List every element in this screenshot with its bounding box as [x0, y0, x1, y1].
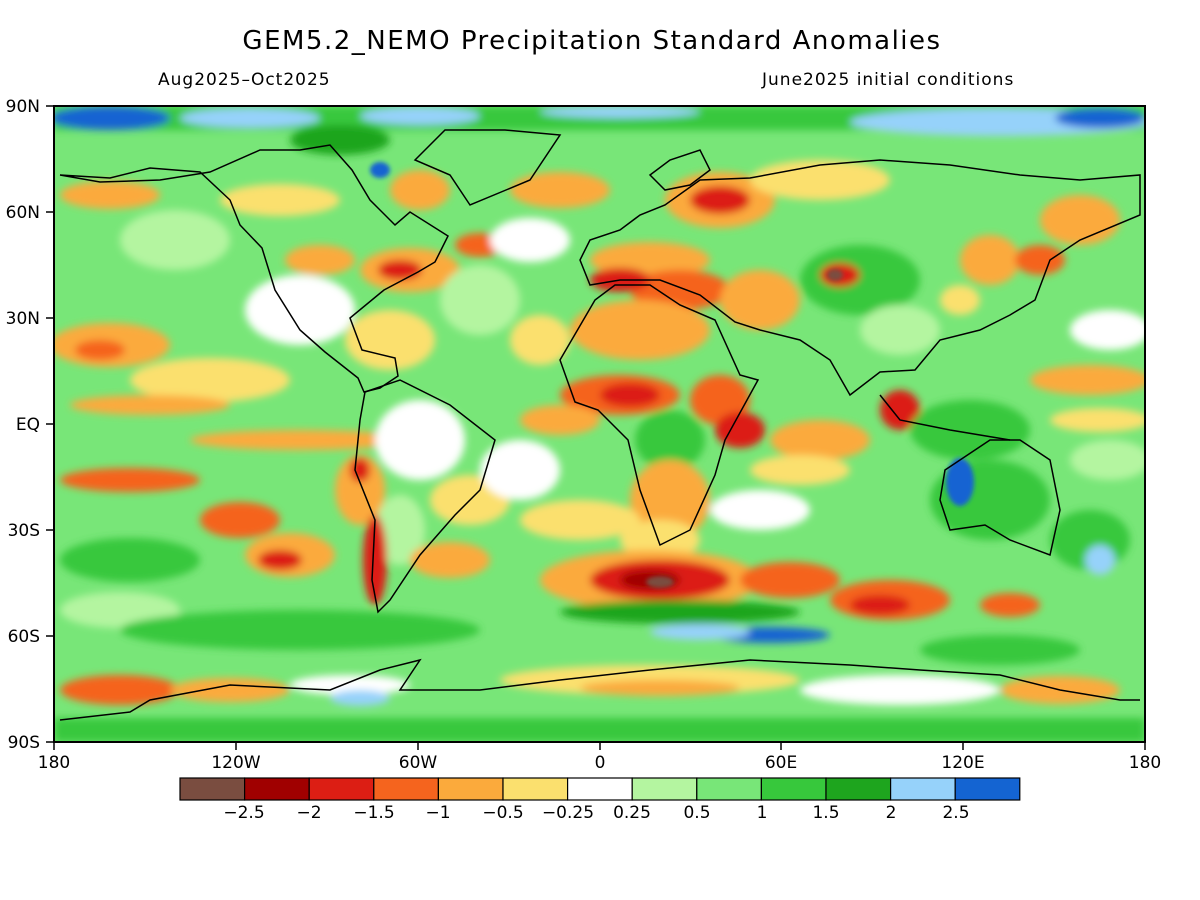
legend-label: 2	[886, 803, 897, 823]
legend-swatch	[566, 777, 633, 801]
legend-swatch	[889, 777, 956, 801]
lon-label: 60E	[765, 753, 797, 773]
initial-conditions: June2025 initial conditions	[762, 70, 1015, 90]
legend-label: −2.5	[223, 803, 264, 823]
lon-label: 120W	[211, 753, 260, 773]
latitude-labels: 90N 60N 30N EQ 30S 60S 90S	[6, 97, 40, 753]
lon-label: 60W	[399, 753, 438, 773]
lon-label: 180	[1129, 753, 1161, 773]
legend-swatch	[437, 777, 504, 801]
coastlines	[59, 129, 1141, 721]
legend-label: 0.25	[613, 803, 651, 823]
lat-label: 90S	[8, 733, 40, 753]
anomaly-field	[54, 106, 1145, 742]
legend-swatch	[696, 777, 762, 801]
lat-label: 90N	[6, 97, 40, 117]
legend-swatch	[825, 777, 892, 801]
lat-label: 60S	[8, 627, 40, 647]
legend-swatch	[179, 777, 246, 801]
legend-label: 0.5	[683, 803, 710, 823]
longitude-labels: 180 120W 60W 0 60E 120E 180	[38, 753, 1161, 773]
legend-swatch	[308, 777, 375, 801]
legend-swatch	[760, 777, 827, 801]
legend-swatch	[502, 777, 569, 801]
lat-label: EQ	[16, 415, 40, 435]
legend-swatch	[954, 777, 1021, 801]
forecast-period: Aug2025–Oct2025	[158, 70, 331, 90]
lon-label: 0	[595, 753, 606, 773]
legend-label: 1.5	[812, 803, 839, 823]
lat-label: 30S	[8, 521, 40, 541]
color-legend	[179, 777, 1021, 801]
lon-label: 120E	[941, 753, 984, 773]
legend-label: 2.5	[942, 803, 969, 823]
legend-label: −0.5	[482, 803, 523, 823]
legend-label: −1	[425, 803, 450, 823]
map-title: GEM5.2_NEMO Precipitation Standard Anoma…	[242, 26, 942, 56]
legend-label: −0.25	[542, 803, 594, 823]
legend-label: 1	[757, 803, 768, 823]
lat-label: 30N	[6, 309, 40, 329]
legend-labels: −2.5 −2 −1.5 −1 −0.5 −0.25 0.25 0.5 1 1.…	[223, 803, 969, 823]
axis-ticks	[46, 105, 1146, 750]
lat-label: 60N	[6, 203, 40, 223]
lon-label: 180	[38, 753, 70, 773]
legend-swatch	[244, 777, 310, 801]
legend-label: −1.5	[353, 803, 394, 823]
legend-swatch	[631, 777, 698, 801]
legend-label: −2	[296, 803, 321, 823]
legend-swatch	[373, 777, 439, 801]
